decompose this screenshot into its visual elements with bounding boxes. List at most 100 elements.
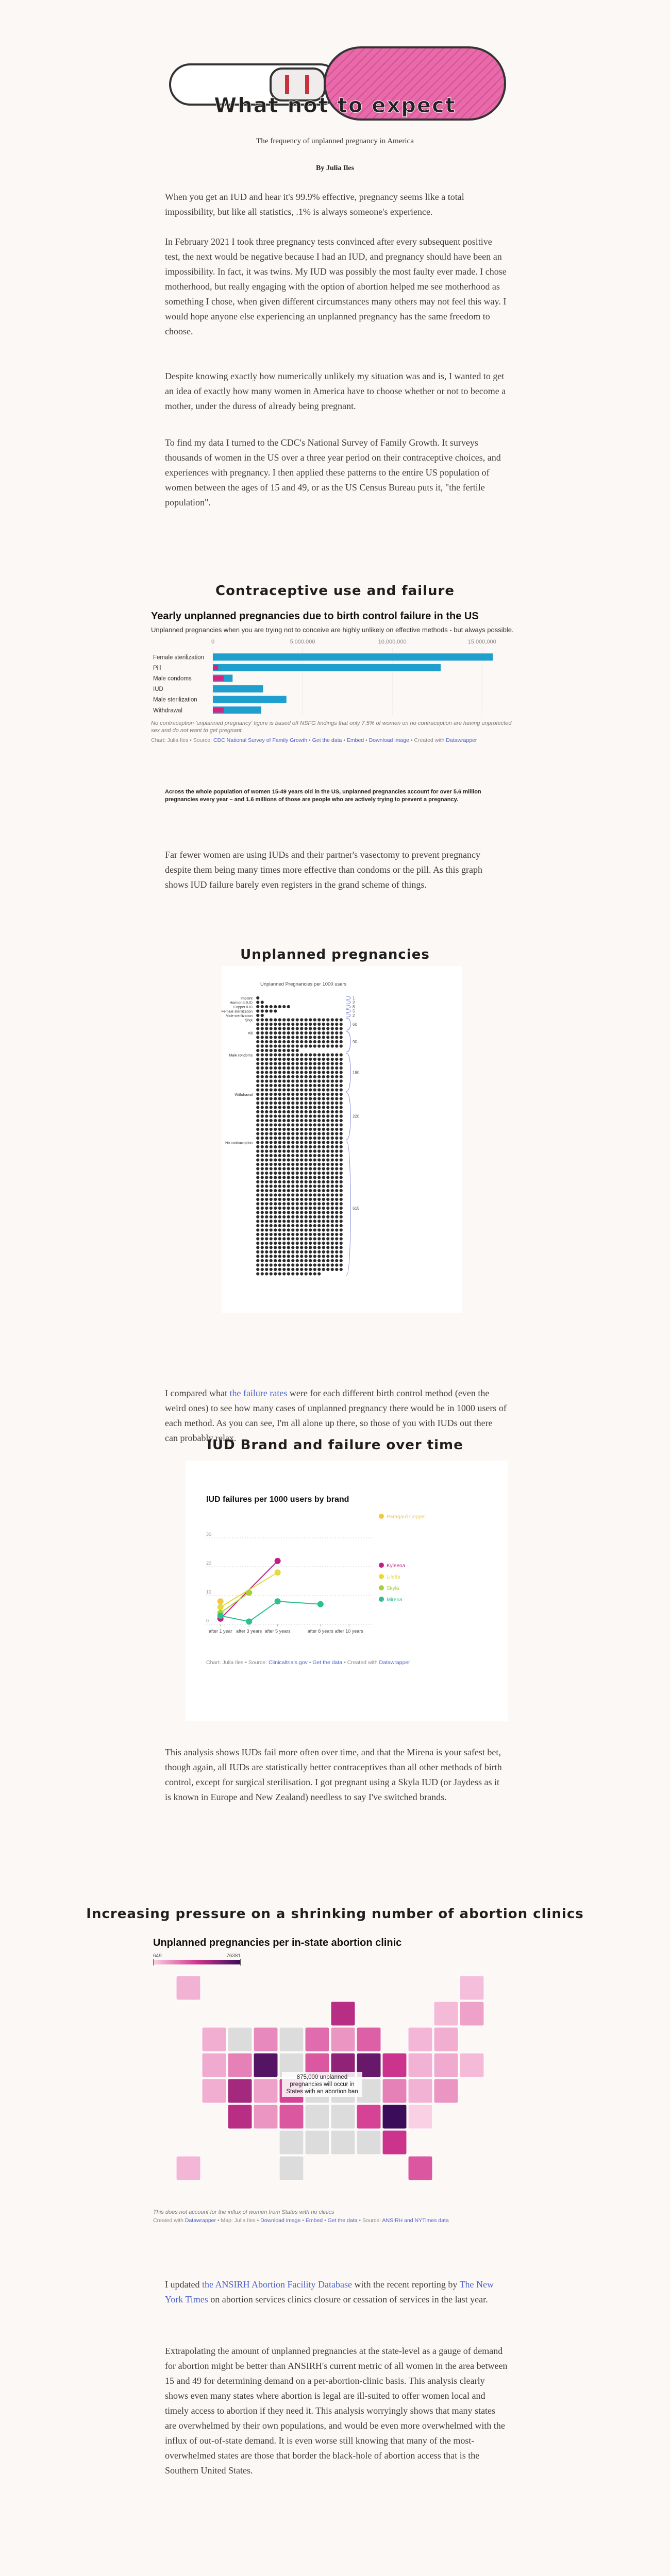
dot <box>313 1211 316 1214</box>
state-tile <box>279 2156 304 2181</box>
dot <box>269 1184 273 1188</box>
legend-swatch <box>379 1574 384 1579</box>
dot <box>309 1272 312 1276</box>
dot <box>335 1118 339 1123</box>
dot <box>291 1053 295 1057</box>
dot <box>256 1219 260 1223</box>
dot <box>326 1189 330 1193</box>
link[interactable]: Datawrapper <box>446 737 477 743</box>
dot <box>313 1255 316 1258</box>
dot <box>295 1062 299 1065</box>
dot <box>322 1022 325 1026</box>
link[interactable]: Datawrapper <box>185 2217 216 2224</box>
dot <box>330 1141 334 1144</box>
link[interactable]: Datawrapper <box>379 1659 410 1666</box>
link[interactable]: Get the data <box>312 1659 343 1666</box>
dot <box>291 1097 295 1100</box>
dot <box>274 1018 277 1022</box>
dot <box>335 1066 339 1070</box>
dot <box>278 1127 281 1131</box>
dot <box>278 1211 281 1214</box>
dot <box>265 1136 269 1140</box>
dot <box>313 1197 316 1201</box>
link[interactable]: ANSIRH and NYTimes data <box>382 2217 449 2224</box>
dot <box>313 1106 316 1109</box>
dot <box>278 1246 281 1249</box>
category-label: Male sterilization <box>226 1014 253 1018</box>
link[interactable]: Get the data <box>312 737 342 743</box>
dot <box>265 1149 269 1153</box>
dot <box>291 1197 295 1201</box>
dot <box>339 1106 343 1109</box>
dot <box>260 1263 264 1267</box>
dot <box>322 1228 325 1232</box>
link[interactable]: Get the data <box>327 2217 358 2224</box>
link[interactable]: Download image <box>260 2217 301 2224</box>
dot <box>274 1123 277 1127</box>
dot <box>304 1127 308 1131</box>
category-label: Male sterilization <box>153 697 197 703</box>
link[interactable]: the ANSIRH Abortion Facility Database <box>202 2279 352 2290</box>
link[interactable]: Clinicaltrials.gov <box>268 1659 308 1666</box>
dot <box>330 1031 334 1035</box>
dot <box>287 1154 290 1158</box>
link[interactable]: the failure rates <box>229 1388 288 1398</box>
dot <box>269 1202 273 1206</box>
dot <box>287 1241 290 1245</box>
state-tile <box>253 2104 278 2129</box>
dot <box>260 1071 264 1074</box>
x-tick-label: 15,000,000 <box>468 639 496 645</box>
dot <box>274 1232 277 1236</box>
dot <box>330 1044 334 1048</box>
dot <box>313 1110 316 1114</box>
dot <box>317 1259 321 1263</box>
dot <box>313 1263 316 1267</box>
bar <box>213 685 263 693</box>
link[interactable]: Embed <box>305 2217 323 2224</box>
dot <box>274 1057 277 1061</box>
state-tile <box>279 2104 304 2129</box>
dot <box>256 1005 260 1009</box>
dot <box>282 1031 286 1035</box>
link[interactable]: The New York Times <box>165 2279 494 2304</box>
dot <box>278 1079 281 1083</box>
dot <box>274 1009 277 1013</box>
dot <box>313 1232 316 1236</box>
dot <box>260 1197 264 1201</box>
dot <box>278 1110 281 1114</box>
dot <box>300 1224 304 1228</box>
dot <box>269 1053 273 1057</box>
dot <box>300 1158 304 1162</box>
dot <box>291 1075 295 1079</box>
dot <box>309 1136 312 1140</box>
paragraph: I updated the ANSIRH Abortion Facility D… <box>165 2277 508 2307</box>
dot <box>265 1036 269 1039</box>
point <box>217 1604 224 1611</box>
dot <box>295 1097 299 1100</box>
dot <box>304 1263 308 1267</box>
dot <box>287 1040 290 1044</box>
dot <box>274 1127 277 1131</box>
dot <box>282 1097 286 1100</box>
dot <box>291 1101 295 1105</box>
link[interactable]: Download image <box>368 737 409 743</box>
dot <box>291 1184 295 1188</box>
dot <box>256 1215 260 1219</box>
value-label: 2 <box>353 1001 355 1005</box>
dot <box>300 1241 304 1245</box>
dot <box>256 1211 260 1214</box>
bar-chart: Yearly unplanned pregnancies due to birt… <box>151 611 515 743</box>
dot <box>260 1075 264 1079</box>
link[interactable]: CDC National Survey of Family Growth <box>213 737 308 743</box>
dot <box>326 1141 330 1144</box>
dot <box>304 1036 308 1039</box>
dot <box>274 1180 277 1184</box>
dot <box>260 1215 264 1219</box>
link[interactable]: Embed <box>346 737 364 743</box>
dot <box>335 1206 339 1210</box>
dot <box>256 1132 260 1136</box>
dot <box>335 1101 339 1105</box>
dot <box>287 1176 290 1179</box>
dot <box>260 1057 264 1061</box>
